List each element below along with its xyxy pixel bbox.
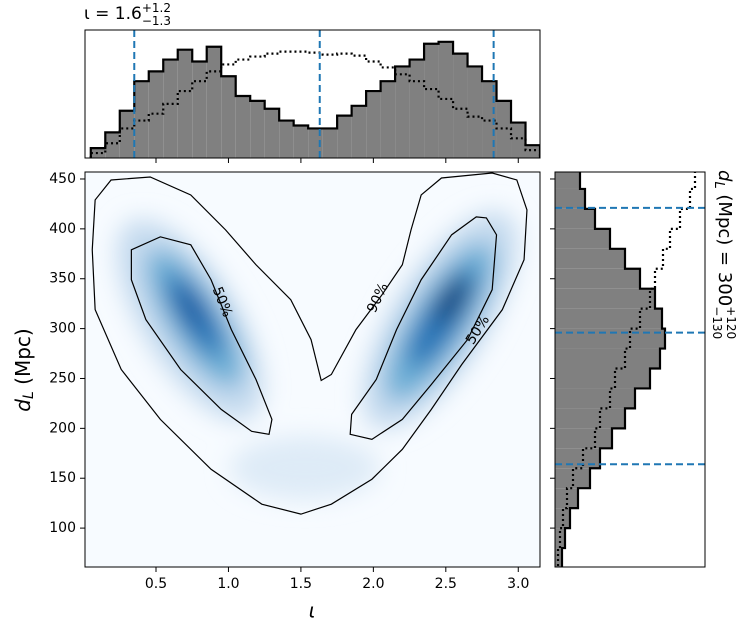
hist-bar [555,428,612,449]
y-label-sub: L [21,391,37,399]
hist-bar [395,66,410,158]
panel-frame [84,171,541,568]
hist-bar [555,388,635,409]
x-tick-label: 0.5 [145,576,167,592]
contour-line [130,236,273,436]
hist-bar [496,100,512,158]
x-tick-label: 2.0 [362,576,384,592]
hist-bar [555,528,565,549]
hist-bar [525,145,540,158]
right-title-sup: +120 [725,306,739,339]
hist-bar [555,408,625,429]
hist-bar [424,43,439,158]
y-tick-label: 350 [49,271,76,287]
hist-bar [235,95,251,158]
x-tick-label: 2.5 [435,576,457,592]
hist-bar [555,288,655,309]
x-tick-label: 1.0 [217,576,239,592]
hist-bar [119,110,135,158]
density-map [85,172,540,567]
contours [91,172,528,515]
hist-bar [555,308,662,329]
hist-bar [409,59,425,158]
hist-bar [555,348,660,369]
x-tick-label: 1.5 [290,576,312,592]
right-title-sub2: −130 [711,306,725,339]
hist-step-dotted [555,172,697,567]
y-tick-label: 400 [49,221,76,237]
hist-outline [89,40,540,158]
hist-bar [279,120,294,158]
y-label-main: d [11,399,35,412]
top-title: ι = 1.6+1.2 −1.3 [84,1,171,28]
hist-bar [555,548,562,567]
y-tick-label: 100 [49,520,76,536]
hist-bar [206,46,222,158]
hist-bar [555,468,590,489]
hist-bar [192,61,207,158]
right-title: dL (Mpc) = 300+120−130 [711,170,739,339]
y-tick-label: 450 [49,171,76,187]
hist-bar [453,53,468,158]
y-label-rest: (Mpc) [11,328,35,391]
hist-bar [380,81,396,158]
right-title-main: d [714,170,735,182]
hist-step-dotted [89,50,540,158]
hist-bar [293,125,309,158]
hist-bar [511,122,526,158]
hist-bar [366,91,381,158]
hist-bar [555,268,640,289]
y-axis-label: dL (Mpc) [11,328,38,411]
hist-bar [555,208,595,229]
hist-bar [148,71,164,158]
hist-bar [351,105,367,158]
y-tick-label: 300 [49,321,76,337]
histogram [555,172,705,567]
y-tick-label: 200 [49,420,76,436]
contour-line [91,172,528,515]
right-title-rest: (Mpc) = 300 [714,189,735,307]
title-main: ι = 1.6 [84,4,142,24]
contour-line [349,216,498,440]
hist-bar [264,108,280,158]
hist-bar [555,368,650,389]
hist-bar [105,132,120,158]
y-tick-label: 150 [49,470,76,486]
title-sub: −1.3 [142,14,171,28]
hist-bar [250,100,265,158]
panel-frame [84,29,541,159]
hist-bar [337,115,352,158]
hist-bar [555,248,625,269]
x-axis-label: ι [309,599,316,623]
hist-bar [467,66,483,158]
hist-bar [177,49,193,158]
y-tick-label: 250 [49,370,76,386]
hist-outline [555,172,667,567]
hist-bar [90,148,106,158]
histogram [89,30,540,158]
hist-bar [555,508,570,529]
hist-bar [322,128,338,158]
title-sup: +1.2 [142,1,171,15]
hist-bar [134,81,149,158]
right-title-sub: L [712,181,727,188]
hist-bar [555,172,580,189]
hist-bar [555,188,585,209]
panel-frame [554,171,706,568]
hist-bar [221,76,236,158]
x-tick-label: 3.0 [507,576,529,592]
hist-bar [555,228,610,249]
hist-bar [163,59,178,158]
